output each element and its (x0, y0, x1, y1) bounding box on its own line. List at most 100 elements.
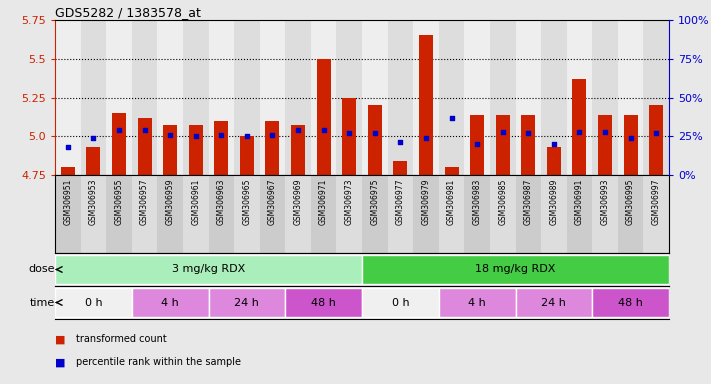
Bar (157, 175, 183, 253)
Text: GSM306975: GSM306975 (370, 179, 379, 225)
Bar (55, 288, 132, 317)
Bar (55, 20, 80, 175)
Bar (649, 105, 663, 175)
Bar (541, 175, 567, 253)
Bar (464, 175, 490, 253)
Point (139, 127, 150, 133)
Bar (413, 20, 439, 175)
Bar (60, 167, 75, 175)
Bar (106, 175, 132, 253)
Bar (464, 175, 490, 253)
Bar (362, 255, 669, 284)
Bar (413, 175, 439, 253)
Text: GSM306981: GSM306981 (447, 179, 456, 225)
Text: GSM306955: GSM306955 (114, 179, 124, 225)
Bar (55, 175, 80, 253)
Text: GSM306995: GSM306995 (626, 179, 635, 225)
Bar (316, 59, 331, 175)
Bar (311, 175, 336, 253)
Text: 0 h: 0 h (85, 298, 102, 308)
Bar (592, 175, 618, 253)
Bar (163, 126, 177, 175)
Bar (157, 175, 183, 253)
Text: GSM306987: GSM306987 (524, 179, 533, 225)
Point (574, 129, 585, 135)
Text: percentile rank within the sample: percentile rank within the sample (76, 358, 241, 367)
Bar (618, 20, 643, 175)
Point (548, 141, 560, 147)
Bar (208, 175, 234, 253)
Text: GSM306985: GSM306985 (498, 179, 507, 225)
Point (446, 114, 457, 121)
Bar (106, 175, 132, 253)
Bar (132, 175, 157, 253)
Bar (336, 175, 362, 253)
Bar (80, 175, 106, 253)
Bar (240, 136, 254, 175)
Bar (336, 20, 362, 175)
Text: time: time (29, 298, 55, 308)
Bar (387, 175, 413, 253)
Bar (208, 288, 285, 317)
Bar (572, 79, 587, 175)
Point (113, 127, 124, 133)
Bar (183, 20, 208, 175)
Bar (55, 175, 80, 253)
Bar (515, 175, 541, 253)
Bar (80, 175, 106, 253)
Bar (183, 175, 208, 253)
Point (395, 139, 406, 146)
Text: GSM306961: GSM306961 (191, 179, 201, 225)
Bar (567, 175, 592, 253)
Bar (541, 20, 567, 175)
Bar (439, 175, 464, 253)
Bar (444, 167, 459, 175)
Bar (80, 20, 106, 175)
Bar (393, 161, 407, 175)
Bar (132, 175, 157, 253)
Point (215, 132, 227, 138)
Point (471, 141, 483, 147)
Bar (157, 20, 183, 175)
Bar (362, 175, 387, 253)
Text: 48 h: 48 h (618, 298, 643, 308)
Bar (137, 118, 151, 175)
Bar (188, 126, 203, 175)
Bar (618, 175, 643, 253)
Point (420, 135, 432, 141)
Text: 24 h: 24 h (542, 298, 567, 308)
Bar (183, 175, 208, 253)
Text: GSM306951: GSM306951 (63, 179, 73, 225)
Bar (490, 20, 515, 175)
Text: ■: ■ (55, 334, 65, 344)
Point (523, 130, 534, 136)
Text: 4 h: 4 h (161, 298, 179, 308)
Text: GSM306967: GSM306967 (268, 179, 277, 225)
Text: GSM306983: GSM306983 (473, 179, 481, 225)
Bar (624, 114, 638, 175)
Bar (285, 175, 311, 253)
Bar (234, 175, 260, 253)
Text: GSM306991: GSM306991 (575, 179, 584, 225)
Text: GSM306993: GSM306993 (601, 179, 609, 225)
Bar (643, 20, 669, 175)
Text: GSM306971: GSM306971 (319, 179, 328, 225)
Bar (260, 175, 285, 253)
Point (599, 129, 611, 135)
Bar (387, 20, 413, 175)
Text: dose: dose (28, 265, 55, 275)
Bar (419, 35, 433, 175)
Bar (547, 147, 561, 175)
Bar (342, 98, 356, 175)
Text: 24 h: 24 h (235, 298, 260, 308)
Text: GSM306957: GSM306957 (140, 179, 149, 225)
Bar (285, 288, 362, 317)
Text: GSM306953: GSM306953 (89, 179, 98, 225)
Text: GSM306997: GSM306997 (652, 179, 661, 225)
Bar (598, 114, 612, 175)
Bar (387, 175, 413, 253)
Bar (592, 175, 618, 253)
Bar (214, 121, 228, 175)
Text: 0 h: 0 h (392, 298, 410, 308)
Text: GDS5282 / 1383578_at: GDS5282 / 1383578_at (55, 6, 201, 19)
